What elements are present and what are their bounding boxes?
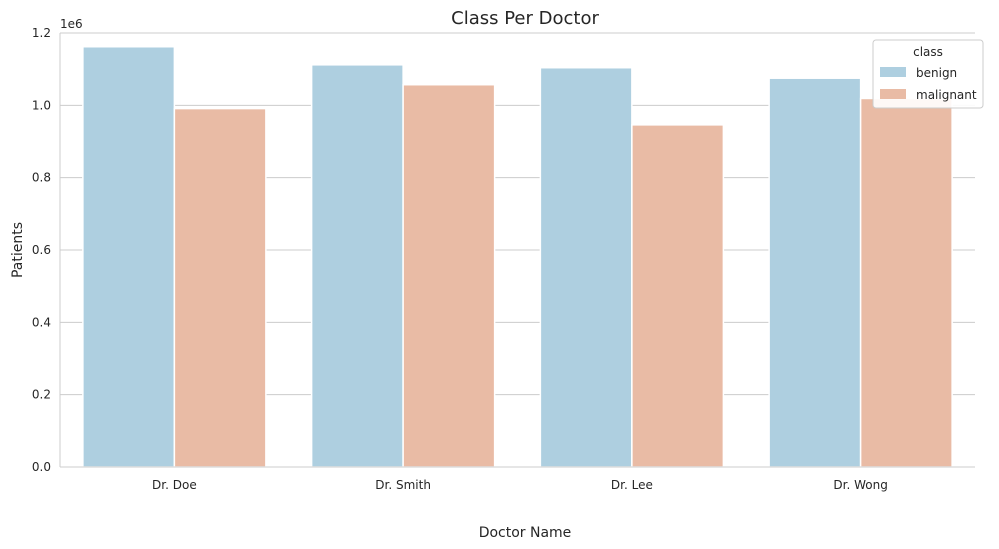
x-tick-label: Dr. Smith <box>375 478 431 492</box>
y-tick-label: 0.8 <box>32 171 51 185</box>
bar-benign-dr-wong <box>768 77 862 468</box>
bar-malignant-dr-doe <box>173 107 267 468</box>
bar-malignant-dr-wong <box>859 97 953 468</box>
legend-title: class <box>913 45 943 59</box>
axes-layer: 1e6 <box>59 17 975 468</box>
bar-malignant-dr-lee <box>631 124 725 468</box>
y-tick-label: 0.2 <box>32 388 51 402</box>
y-axis-label: Patients <box>10 222 26 278</box>
legend-swatch-malignant <box>880 89 906 99</box>
y-tick-label: 0.0 <box>32 460 51 474</box>
y-tick-label: 1.0 <box>32 98 51 112</box>
bar-benign-dr-doe <box>82 45 176 468</box>
legend: class benign malignant <box>872 39 984 109</box>
bar-malignant-dr-smith <box>402 83 496 468</box>
ticks-layer: 0.0 0.2 0.4 0.6 0.8 1.0 1.2 Dr. Doe Dr. Smith Dr.… <box>32 26 888 492</box>
x-tick-label: Dr. Lee <box>611 478 653 492</box>
bar-benign-dr-smith <box>310 64 404 468</box>
bar-benign-dr-lee <box>539 66 633 468</box>
legend-swatch-benign <box>880 67 906 77</box>
y-tick-label: 1.2 <box>32 26 51 40</box>
x-axis-label: Doctor Name <box>479 525 572 541</box>
y-tick-label: 0.6 <box>32 243 51 257</box>
chart-title: Class Per Doctor <box>451 8 599 29</box>
y-scale-label: 1e6 <box>60 17 83 31</box>
x-tick-label: Dr. Wong <box>833 478 887 492</box>
legend-label-benign: benign <box>916 66 957 80</box>
legend-label-malignant: malignant <box>916 88 977 102</box>
bars-layer <box>82 45 953 468</box>
y-tick-label: 0.4 <box>32 315 51 329</box>
x-tick-label: Dr. Doe <box>152 478 197 492</box>
